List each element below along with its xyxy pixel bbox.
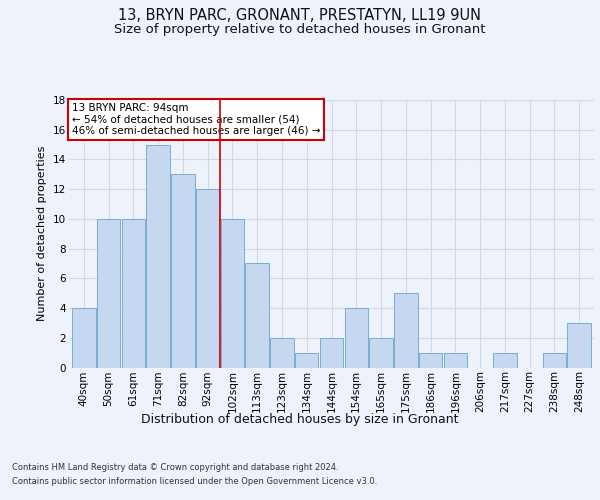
Y-axis label: Number of detached properties: Number of detached properties bbox=[37, 146, 47, 322]
Bar bbox=[146, 144, 170, 368]
Bar bbox=[122, 219, 145, 368]
Bar bbox=[344, 308, 368, 368]
Bar bbox=[270, 338, 294, 368]
Text: Contains HM Land Registry data © Crown copyright and database right 2024.: Contains HM Land Registry data © Crown c… bbox=[12, 462, 338, 471]
Bar bbox=[443, 352, 467, 368]
Text: 13 BRYN PARC: 94sqm
← 54% of detached houses are smaller (54)
46% of semi-detach: 13 BRYN PARC: 94sqm ← 54% of detached ho… bbox=[71, 102, 320, 136]
Bar bbox=[493, 352, 517, 368]
Text: Size of property relative to detached houses in Gronant: Size of property relative to detached ho… bbox=[114, 22, 486, 36]
Bar bbox=[245, 264, 269, 368]
Bar bbox=[394, 293, 418, 368]
Bar bbox=[320, 338, 343, 368]
Text: Contains public sector information licensed under the Open Government Licence v3: Contains public sector information licen… bbox=[12, 478, 377, 486]
Bar bbox=[369, 338, 393, 368]
Bar bbox=[97, 219, 121, 368]
Bar bbox=[72, 308, 95, 368]
Text: 13, BRYN PARC, GRONANT, PRESTATYN, LL19 9UN: 13, BRYN PARC, GRONANT, PRESTATYN, LL19 … bbox=[119, 8, 482, 22]
Bar bbox=[542, 352, 566, 368]
Bar bbox=[171, 174, 194, 368]
Text: Distribution of detached houses by size in Gronant: Distribution of detached houses by size … bbox=[141, 412, 459, 426]
Bar bbox=[419, 352, 442, 368]
Bar bbox=[196, 189, 220, 368]
Bar bbox=[295, 352, 319, 368]
Bar bbox=[221, 219, 244, 368]
Bar bbox=[568, 323, 591, 368]
